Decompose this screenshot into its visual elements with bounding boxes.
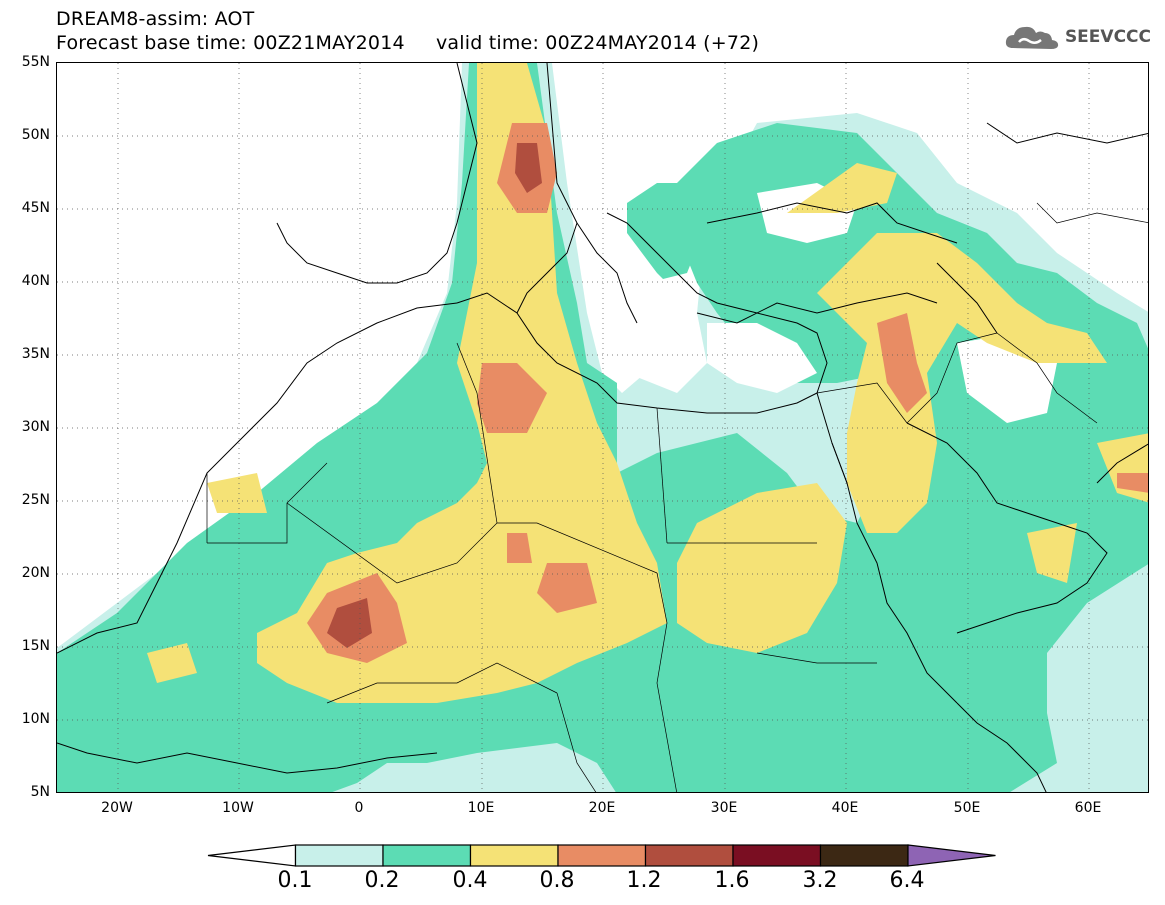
graticule [57, 63, 1148, 792]
colorbar-label: 0.1 [277, 868, 313, 893]
colorbar-cell-over [907, 844, 996, 867]
lon-label: 0 [354, 800, 364, 816]
colorbar-label: 6.4 [889, 868, 925, 893]
lon-label: 20W [101, 800, 133, 816]
seevccc-logo: SEEVCCC [1005, 22, 1151, 52]
aot-clear-areas [577, 163, 1148, 423]
colorbar-label: 1.6 [714, 868, 750, 893]
coastlines [57, 63, 1148, 792]
lat-label: 40N [21, 273, 50, 289]
colorbar-cell-under [207, 844, 297, 867]
lon-label: 10E [467, 800, 495, 816]
lon-label: 50E [953, 800, 981, 816]
map-title: DREAM8-assim: AOT [56, 8, 255, 30]
lat-label: 5N [30, 784, 50, 800]
colorbar-cell [644, 844, 734, 867]
aot-level-1.2 [327, 143, 542, 648]
lon-label: 10W [222, 800, 254, 816]
lat-label: 55N [21, 54, 50, 70]
lat-label: 45N [21, 200, 50, 216]
lon-label: 30E [710, 800, 738, 816]
lat-label: 20N [21, 565, 50, 581]
lon-label: 40E [831, 800, 859, 816]
aot-field [57, 63, 1148, 792]
colorbar-label: 1.2 [626, 868, 662, 893]
colorbar-label: 0.4 [452, 868, 488, 893]
lat-label: 30N [21, 419, 50, 435]
colorbar-cell [469, 844, 559, 867]
colorbar-cell [382, 844, 472, 867]
colorbar-label: 3.2 [802, 868, 838, 893]
lat-label: 50N [21, 127, 50, 143]
colorbar-label: 0.8 [539, 868, 575, 893]
lat-label: 10N [21, 711, 50, 727]
lat-label: 15N [21, 638, 50, 654]
forecast-times: Forecast base time: 00Z21MAY2014 valid t… [56, 32, 760, 54]
country-borders [206, 202, 1148, 792]
aot-level-0.4 [147, 63, 1148, 703]
lon-label: 60E [1074, 800, 1102, 816]
colorbar-cell [557, 844, 647, 867]
aot-map [56, 62, 1149, 793]
colorbar-label: 0.2 [364, 868, 400, 893]
logo-text: SEEVCCC [1064, 27, 1151, 47]
lon-label: 20E [588, 800, 616, 816]
colorbar-cell [819, 844, 909, 867]
colorbar-cell [294, 844, 384, 867]
lat-label: 35N [21, 346, 50, 362]
lat-label: 25N [21, 492, 50, 508]
cloud-icon [1005, 26, 1059, 49]
colorbar-cell [732, 844, 822, 867]
